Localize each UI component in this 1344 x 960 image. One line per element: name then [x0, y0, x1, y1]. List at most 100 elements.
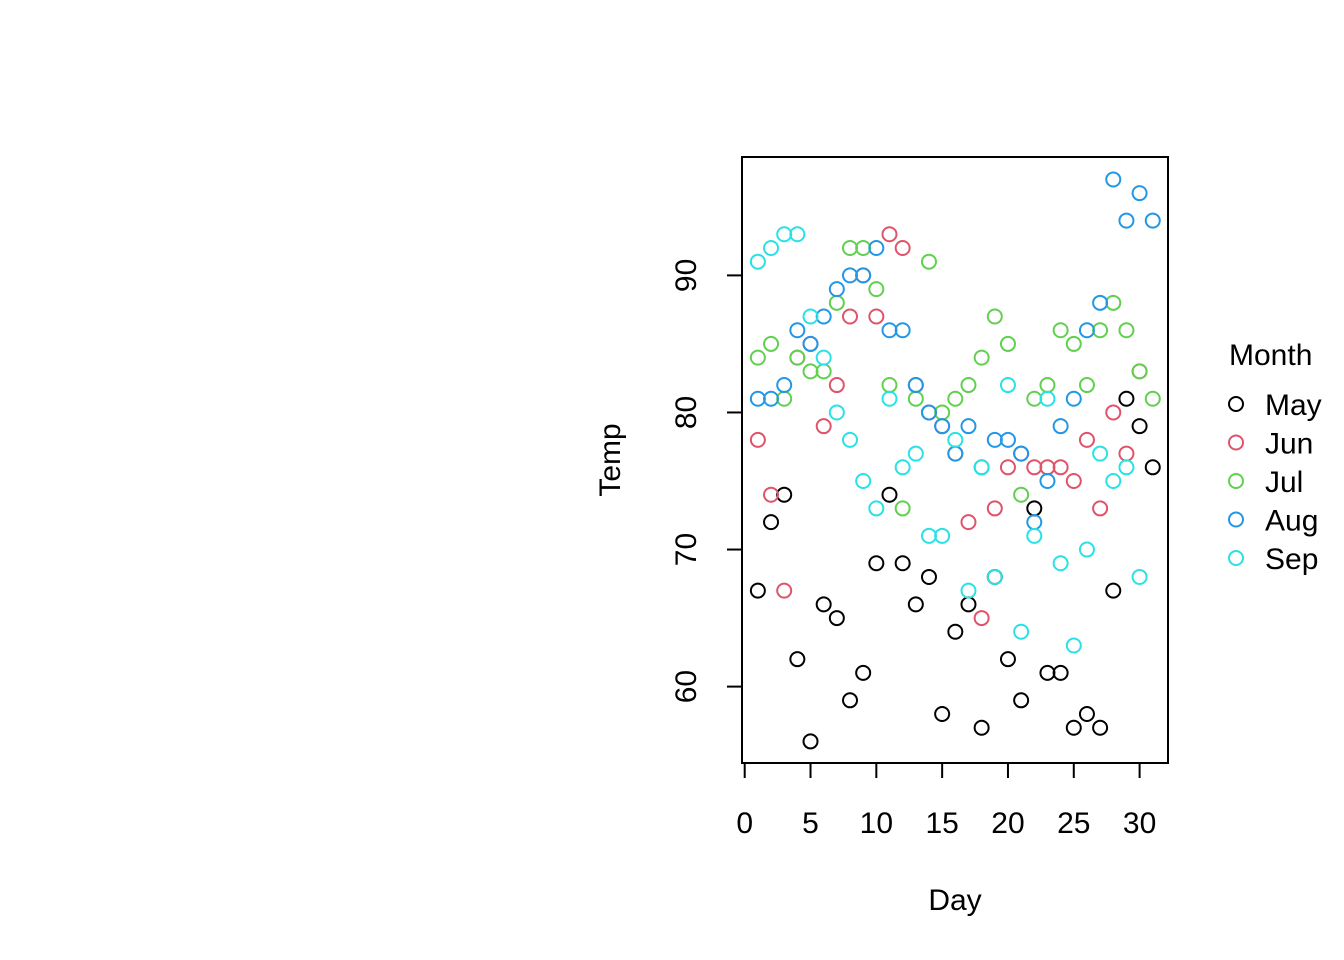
data-point-aug — [868, 239, 885, 256]
data-point-sep — [1092, 445, 1109, 462]
data-point-sep — [763, 239, 780, 256]
data-point-jul — [1118, 322, 1135, 339]
legend-marker — [1228, 550, 1244, 566]
data-point-sep — [1078, 541, 1095, 558]
data-point-jul — [1092, 322, 1109, 339]
data-point-sep — [1105, 473, 1122, 489]
y-tick-label: 90 — [670, 259, 703, 292]
data-point-may — [828, 610, 845, 627]
data-point-aug — [855, 267, 872, 284]
data-point-jun — [1092, 500, 1109, 517]
data-point-aug — [1144, 212, 1161, 229]
data-point-jun — [815, 418, 832, 435]
data-point-aug — [763, 390, 780, 407]
data-point-sep — [842, 431, 859, 448]
data-point-may — [894, 555, 911, 572]
data-point-aug — [1026, 514, 1043, 531]
data-point-jul — [947, 390, 964, 407]
data-point-sep — [802, 308, 819, 325]
data-point-aug — [802, 335, 819, 352]
data-point-may — [1026, 500, 1043, 517]
data-point-sep — [855, 473, 872, 489]
legend-label: Jul — [1265, 466, 1303, 499]
data-point-jul — [973, 349, 990, 366]
data-point-aug — [894, 322, 911, 339]
data-point-jul — [986, 308, 1003, 325]
legend-marker — [1228, 396, 1244, 412]
legend-label: May — [1265, 389, 1322, 422]
data-point-jul — [855, 239, 872, 256]
data-point-sep — [907, 445, 924, 462]
data-point-may — [907, 596, 924, 613]
data-point-jul — [763, 335, 780, 352]
data-point-sep — [1026, 527, 1043, 544]
data-point-may — [855, 664, 872, 681]
data-point-aug — [1131, 185, 1148, 202]
data-point-jul — [1105, 294, 1122, 311]
data-point-jul — [999, 335, 1016, 352]
data-point-sep — [789, 226, 806, 243]
data-point-jun — [1052, 459, 1069, 476]
data-point-jun — [842, 308, 859, 325]
legend-marker — [1228, 434, 1244, 451]
data-point-jul — [960, 377, 977, 394]
data-point-may — [920, 568, 937, 585]
data-point-sep — [1065, 637, 1082, 654]
data-point-jul — [881, 377, 898, 394]
data-point-aug — [986, 431, 1003, 448]
legend-label: Sep — [1265, 543, 1318, 576]
legend-item-jun: Jun — [1228, 428, 1313, 461]
data-point-aug — [1013, 445, 1030, 462]
data-point-may — [973, 719, 990, 736]
data-point-sep — [947, 431, 964, 448]
data-point-may — [749, 582, 766, 599]
y-tick-label: 80 — [670, 396, 703, 429]
data-point-sep — [920, 527, 937, 544]
data-point-jun — [1105, 404, 1122, 421]
data-point-jun — [1065, 473, 1082, 489]
data-point-jul — [1144, 390, 1161, 407]
data-point-jul — [868, 281, 885, 298]
data-point-aug — [1105, 171, 1122, 188]
data-point-may — [789, 651, 806, 668]
data-point-may — [1105, 582, 1122, 599]
data-point-may — [815, 596, 832, 613]
data-point-may — [763, 514, 780, 531]
data-point-may — [1118, 390, 1135, 407]
legend-item-jul: Jul — [1228, 466, 1303, 499]
data-point-jun — [986, 500, 1003, 517]
data-point-jul — [776, 390, 793, 407]
x-tick-label: 30 — [1123, 807, 1156, 840]
data-points — [749, 171, 1161, 750]
data-point-jun — [1078, 431, 1095, 448]
series-jul — [749, 239, 1161, 517]
data-point-may — [934, 706, 951, 723]
data-point-jun — [828, 377, 845, 394]
legend-label: Jun — [1265, 428, 1313, 461]
data-point-sep — [1039, 390, 1056, 407]
data-point-jul — [789, 349, 806, 366]
data-point-may — [842, 692, 859, 709]
data-point-sep — [1118, 459, 1135, 476]
data-point-jun — [894, 239, 911, 256]
data-point-jul — [815, 363, 832, 380]
data-point-jul — [907, 390, 924, 407]
series-may — [749, 390, 1161, 750]
data-point-jul — [749, 349, 766, 366]
data-point-jun — [1026, 459, 1043, 476]
data-point-jun — [776, 582, 793, 599]
data-point-jul — [842, 239, 859, 256]
data-point-aug — [815, 308, 832, 325]
data-point-may — [1131, 418, 1148, 435]
data-point-jun — [1118, 445, 1135, 462]
data-point-jul — [934, 404, 951, 421]
data-point-may — [1039, 664, 1056, 681]
data-point-jun — [960, 514, 977, 531]
data-point-sep — [776, 226, 793, 243]
data-point-may — [1065, 719, 1082, 736]
data-point-aug — [960, 418, 977, 435]
data-point-sep — [868, 500, 885, 517]
legend-item-may: May — [1228, 389, 1322, 422]
data-point-jul — [1078, 377, 1095, 394]
